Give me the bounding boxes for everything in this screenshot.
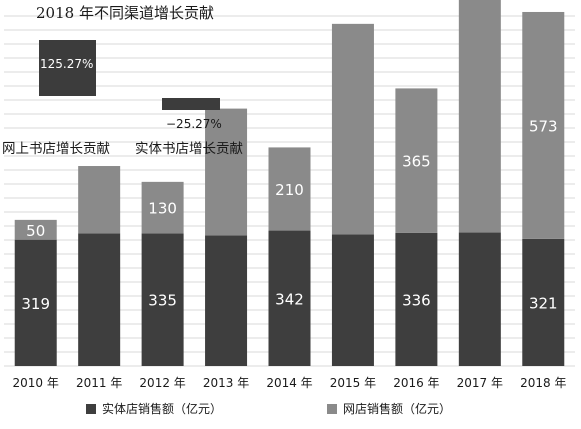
bar-online-0 xyxy=(14,219,57,240)
bar-physical-7 xyxy=(458,232,501,366)
bar-physical-5 xyxy=(331,234,374,366)
bar-online-7 xyxy=(458,0,501,233)
legend-swatch-physical xyxy=(86,404,96,414)
x-tick-label-2: 2012 年 xyxy=(139,376,185,390)
x-tick-labels: 2010 年 2011 年 2012 年 2013 年 2014 年 2015 年 2016… xyxy=(13,376,567,390)
bar-online-2 xyxy=(141,181,184,234)
bar-physical-0 xyxy=(14,239,57,366)
inset-category-physical: 实体书店增长贡献 xyxy=(135,141,243,157)
value-label-physical-0: 319 xyxy=(21,295,50,313)
bar-physical-3 xyxy=(205,235,248,366)
bar-physical-1 xyxy=(78,233,121,366)
bar-online-6 xyxy=(395,88,438,233)
value-label-physical-4: 342 xyxy=(275,290,304,308)
bar-online-4 xyxy=(268,147,311,231)
bar-physical-6 xyxy=(395,232,438,366)
inset-bar-physical xyxy=(162,98,220,110)
bar-online-3 xyxy=(205,108,248,236)
bar-physical-2 xyxy=(141,233,184,366)
x-tick-label-4: 2014 年 xyxy=(266,376,312,390)
inset-bar-online xyxy=(39,40,96,96)
value-label-physical-6: 336 xyxy=(402,291,431,309)
inset-title: 2018 年不同渠道增长贡献 xyxy=(36,4,214,22)
inset-category-online: 网上书店增长贡献 xyxy=(2,141,110,157)
legend-label-physical: 实体店销售额（亿元） xyxy=(102,401,222,416)
stacked-bars: 319 50 335 130 342 210 336 365 321 573 xyxy=(14,0,565,366)
x-tick-label-8: 2018 年 xyxy=(520,376,566,390)
value-label-physical-8: 321 xyxy=(529,294,558,312)
x-tick-label-3: 2013 年 xyxy=(203,376,249,390)
inset-value-physical: −25.27% xyxy=(166,117,222,131)
value-label-online-8: 573 xyxy=(529,117,558,135)
bar-physical-8 xyxy=(522,238,565,366)
bar-physical-4 xyxy=(268,230,311,366)
legend-label-online: 网店销售额（亿元） xyxy=(343,401,451,416)
value-label-online-4: 210 xyxy=(275,181,304,199)
x-tick-label-5: 2015 年 xyxy=(330,376,376,390)
bar-online-8 xyxy=(522,11,565,239)
bar-online-1 xyxy=(78,166,121,234)
inset-value-online: 125.27% xyxy=(40,57,94,71)
bar-online-5 xyxy=(331,23,374,235)
value-label-online-2: 130 xyxy=(148,200,177,218)
x-tick-label-7: 2017 年 xyxy=(457,376,503,390)
value-label-online-6: 365 xyxy=(402,153,431,171)
x-tick-label-1: 2011 年 xyxy=(76,376,122,390)
legend: 实体店销售额（亿元） 网店销售额（亿元） xyxy=(86,401,451,416)
value-label-physical-2: 335 xyxy=(148,292,177,310)
value-label-online-0: 50 xyxy=(26,222,45,240)
x-tick-label-0: 2010 年 xyxy=(13,376,59,390)
x-tick-label-6: 2016 年 xyxy=(393,376,439,390)
legend-swatch-online xyxy=(327,404,337,414)
